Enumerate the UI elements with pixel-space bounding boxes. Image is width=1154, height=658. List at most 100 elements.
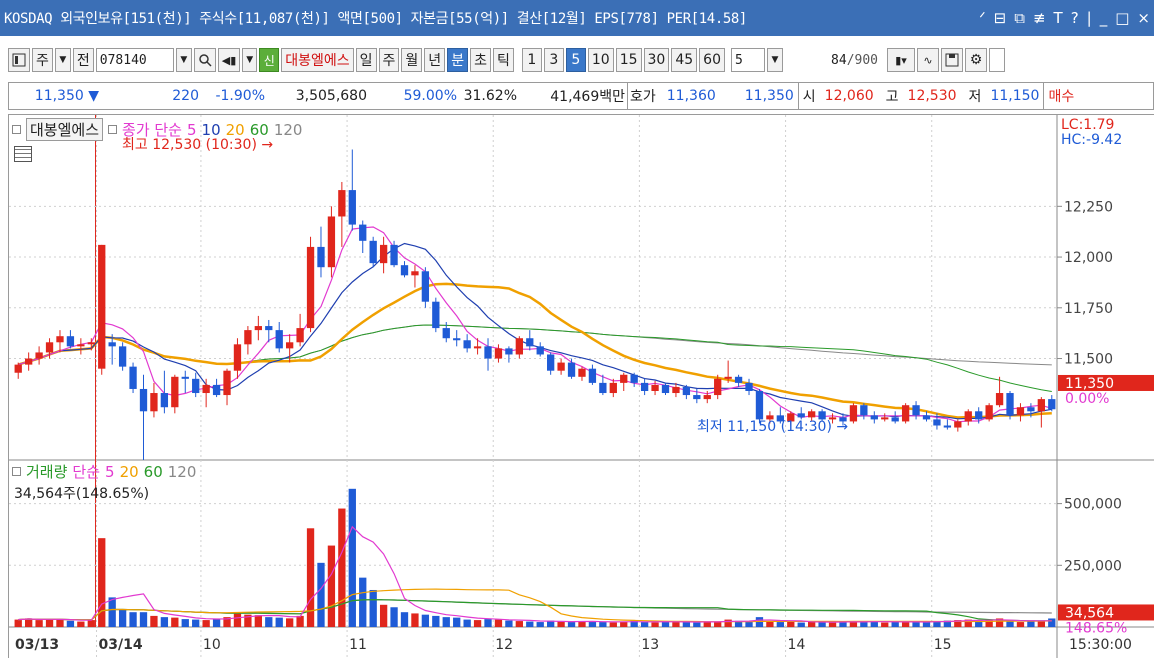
pin-icon[interactable]: ᐟ <box>979 9 986 27</box>
volume-bar <box>870 621 878 627</box>
candle-body <box>233 344 242 371</box>
volume-toggle[interactable] <box>12 467 21 476</box>
candle-body <box>421 271 430 302</box>
interval-3[interactable]: 3 <box>543 48 564 72</box>
candle-body <box>891 417 899 422</box>
window-title: KOSDAQ 외국인보유[151(천)] 주식수[11,087(천)] 액면[5… <box>4 11 747 27</box>
interval-45[interactable]: 45 <box>671 48 698 72</box>
volume-bar <box>254 615 262 627</box>
candle-body <box>359 224 367 241</box>
candle-body <box>1048 399 1056 410</box>
volume-bar <box>881 622 889 627</box>
candle-body <box>839 417 847 422</box>
candle-settings-icon[interactable]: ▮▾ <box>887 48 915 72</box>
price-stock-name[interactable]: 대봉엘에스 <box>26 118 104 141</box>
interval-30[interactable]: 30 <box>643 48 670 72</box>
new-listing-badge: 신 <box>259 48 280 72</box>
volume-ma-prefix: 단순 <box>72 463 101 481</box>
chart-area[interactable]: 12,250 12,000 11,750 11,500 500,000 250,000 03… <box>8 114 1154 658</box>
line-tool-icon[interactable]: ∿ <box>917 48 939 72</box>
chevron-down-icon[interactable]: ▼ <box>54 48 71 72</box>
tab-tick[interactable]: 틱 <box>492 48 514 72</box>
volume-bar <box>400 612 409 627</box>
current-change-tag: 0.00% <box>1065 391 1109 407</box>
volume-bar <box>818 622 826 627</box>
stock-code-input[interactable]: 078140 <box>95 48 174 72</box>
candle-body <box>943 425 952 428</box>
toolbar: 주 ▼ 전 078140 ▼ ◀▮ ▼ 신 대봉엘에스 일 주 월 년 분 초 … <box>0 45 1154 75</box>
candle-body <box>77 344 85 347</box>
candle-body <box>776 415 784 422</box>
tab-second[interactable]: 초 <box>470 48 491 72</box>
tab-week[interactable]: 주 <box>378 48 400 72</box>
chart-canvas[interactable]: 12,250 12,000 11,750 11,500 500,000 250,000 03… <box>9 115 1154 658</box>
restore-window-icon[interactable]: ⧉ <box>1014 9 1025 27</box>
candle-body <box>432 301 440 329</box>
volume-bar <box>1048 618 1056 627</box>
candle-body <box>150 393 158 412</box>
tab-month[interactable]: 월 <box>401 48 423 72</box>
ma20-line <box>17 282 1052 419</box>
vma120-line <box>18 599 1052 621</box>
save-icon[interactable] <box>941 48 963 72</box>
candle-body <box>578 368 586 377</box>
candle-body <box>703 395 711 400</box>
volume-bar <box>317 562 325 627</box>
help-icon[interactable]: ? <box>1070 9 1079 27</box>
menu-icon[interactable]: ≢ <box>1032 9 1046 27</box>
x-tick-label: 03/13 <box>15 637 59 653</box>
period-select[interactable]: 주 <box>32 48 53 72</box>
volume-bar <box>129 612 137 627</box>
volume-bar <box>682 621 691 627</box>
tab-year[interactable]: 년 <box>424 48 446 72</box>
count-input[interactable]: 84/900 <box>791 48 881 72</box>
ma-toggle[interactable] <box>108 125 118 134</box>
volume-bar <box>338 508 346 627</box>
candle-body <box>275 330 283 349</box>
volume-legend: 거래량 단순 5 20 60 120 <box>12 461 196 482</box>
buy-button[interactable]: 매수 <box>1048 89 1075 105</box>
vma5-label: 5 <box>105 462 115 481</box>
candle-body <box>306 246 315 329</box>
volume-bar <box>359 577 367 627</box>
tab-minute[interactable]: 분 <box>447 48 469 72</box>
prev-button[interactable]: 전 <box>72 48 94 72</box>
candle-body <box>849 405 858 422</box>
candle-body <box>651 384 659 391</box>
maximize-icon[interactable]: □ <box>1115 9 1130 27</box>
data-table-icon[interactable] <box>14 146 32 162</box>
interval-5[interactable]: 5 <box>565 48 586 72</box>
chart-type-icon[interactable] <box>8 48 30 72</box>
ma-legend-prefix: 종가 단순 <box>122 121 182 139</box>
volume-bar <box>432 615 440 627</box>
candle-body <box>567 362 576 377</box>
volume-bar <box>954 620 962 627</box>
divider <box>797 83 799 109</box>
vma5-line <box>18 525 1052 623</box>
interval-dropdown-icon[interactable]: ▼ <box>767 48 783 72</box>
close-icon[interactable]: × <box>1137 9 1150 27</box>
speaker-dropdown-icon[interactable]: ▼ <box>242 48 258 72</box>
candle-body <box>494 348 503 359</box>
candle-body <box>400 265 409 276</box>
interval-1[interactable]: 1 <box>521 48 542 72</box>
search-icon[interactable] <box>193 48 216 72</box>
font-icon[interactable]: T <box>1053 9 1063 27</box>
interval-10[interactable]: 10 <box>587 48 614 72</box>
interval-select[interactable]: 5 <box>731 48 765 72</box>
speaker-icon[interactable]: ◀▮ <box>217 48 241 72</box>
interval-60[interactable]: 60 <box>699 48 725 72</box>
minimize-icon[interactable]: _ <box>1099 9 1108 27</box>
checkbox-icon[interactable] <box>989 48 1005 72</box>
stock-name-field[interactable]: 대봉엘에스 <box>281 48 354 72</box>
layout-icon[interactable]: ⊟ <box>993 9 1007 27</box>
legend-toggle[interactable] <box>12 125 21 134</box>
code-dropdown-icon[interactable]: ▼ <box>175 48 192 72</box>
tab-day[interactable]: 일 <box>355 48 377 72</box>
candle-body <box>202 384 210 394</box>
volume-bar <box>442 617 450 627</box>
gear-icon[interactable]: ⚙ <box>965 48 987 72</box>
candle-body <box>985 405 993 420</box>
interval-15[interactable]: 15 <box>615 48 642 72</box>
volume-bar <box>160 617 169 627</box>
